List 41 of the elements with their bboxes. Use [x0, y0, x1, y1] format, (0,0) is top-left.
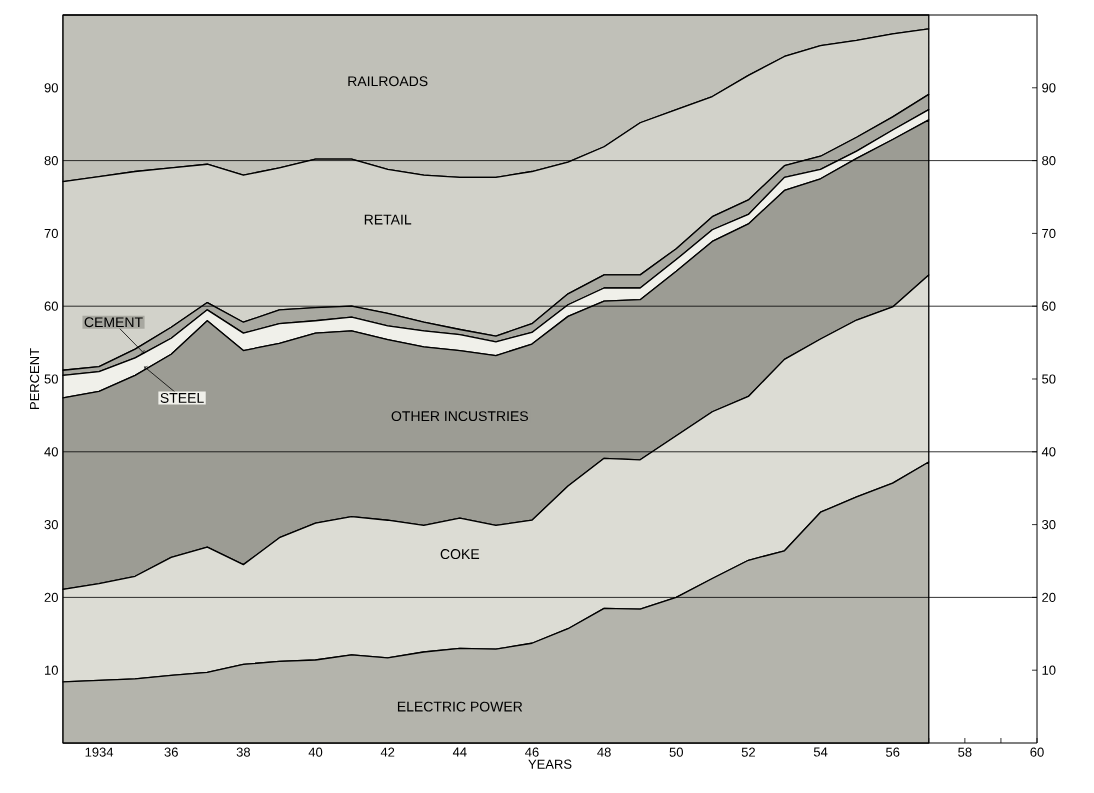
x-tick-label: 58 [958, 747, 972, 757]
y2-tick-label: 70 [1042, 228, 1056, 238]
x-tick-label: 50 [669, 747, 683, 757]
y2-tick-label: 10 [1042, 665, 1056, 675]
y2-tick-label: 60 [1042, 301, 1056, 311]
x-tick-label: 42 [380, 747, 395, 757]
series-label: RAILROADS [348, 76, 428, 87]
series-label: CEMENT [84, 317, 143, 328]
x-tick-label: 44 [452, 747, 467, 757]
x-tick-label: 40 [308, 747, 323, 757]
x-axis-title: YEARS [528, 759, 572, 769]
y2-tick-label: 80 [1042, 155, 1056, 166]
y-tick-label: 20 [44, 592, 58, 602]
x-tick-label: 52 [741, 747, 755, 757]
y2-tick-label: 50 [1042, 374, 1056, 384]
x-tick-label: 48 [597, 747, 611, 757]
y2-tick-label: 90 [1042, 83, 1056, 93]
y-tick-label: 60 [44, 301, 58, 311]
y-tick-label: 90 [44, 83, 58, 93]
series-label: ELECTRIC POWER [397, 701, 523, 712]
x-tick-label: 46 [525, 747, 539, 757]
series-label: OTHER INCUSTRIES [391, 411, 529, 422]
x-tick-label: 54 [813, 747, 828, 757]
y-tick-label: 80 [44, 155, 58, 166]
y2-tick-label: 30 [1042, 519, 1056, 530]
series-label: COKE [440, 549, 480, 560]
y-tick-label: 70 [44, 228, 58, 238]
y-axis-title: PERCENT [29, 348, 40, 409]
y-tick-label: 50 [44, 374, 58, 384]
x-tick-label: 60 [1030, 747, 1044, 757]
series-label: RETAIL [364, 214, 412, 225]
y2-tick-label: 20 [1042, 592, 1056, 602]
legend-label: STEEL [160, 392, 204, 403]
y2-tick-label: 40 [1041, 447, 1056, 457]
x-tick-label: 56 [886, 747, 900, 757]
x-tick-label: 36 [164, 747, 178, 757]
y-tick-label: 30 [44, 519, 58, 530]
x-tick-label: 1934 [85, 747, 114, 757]
y-tick-label: 10 [45, 665, 58, 675]
y-tick-label: 40 [44, 447, 58, 457]
x-tick-label: 38 [236, 747, 251, 757]
